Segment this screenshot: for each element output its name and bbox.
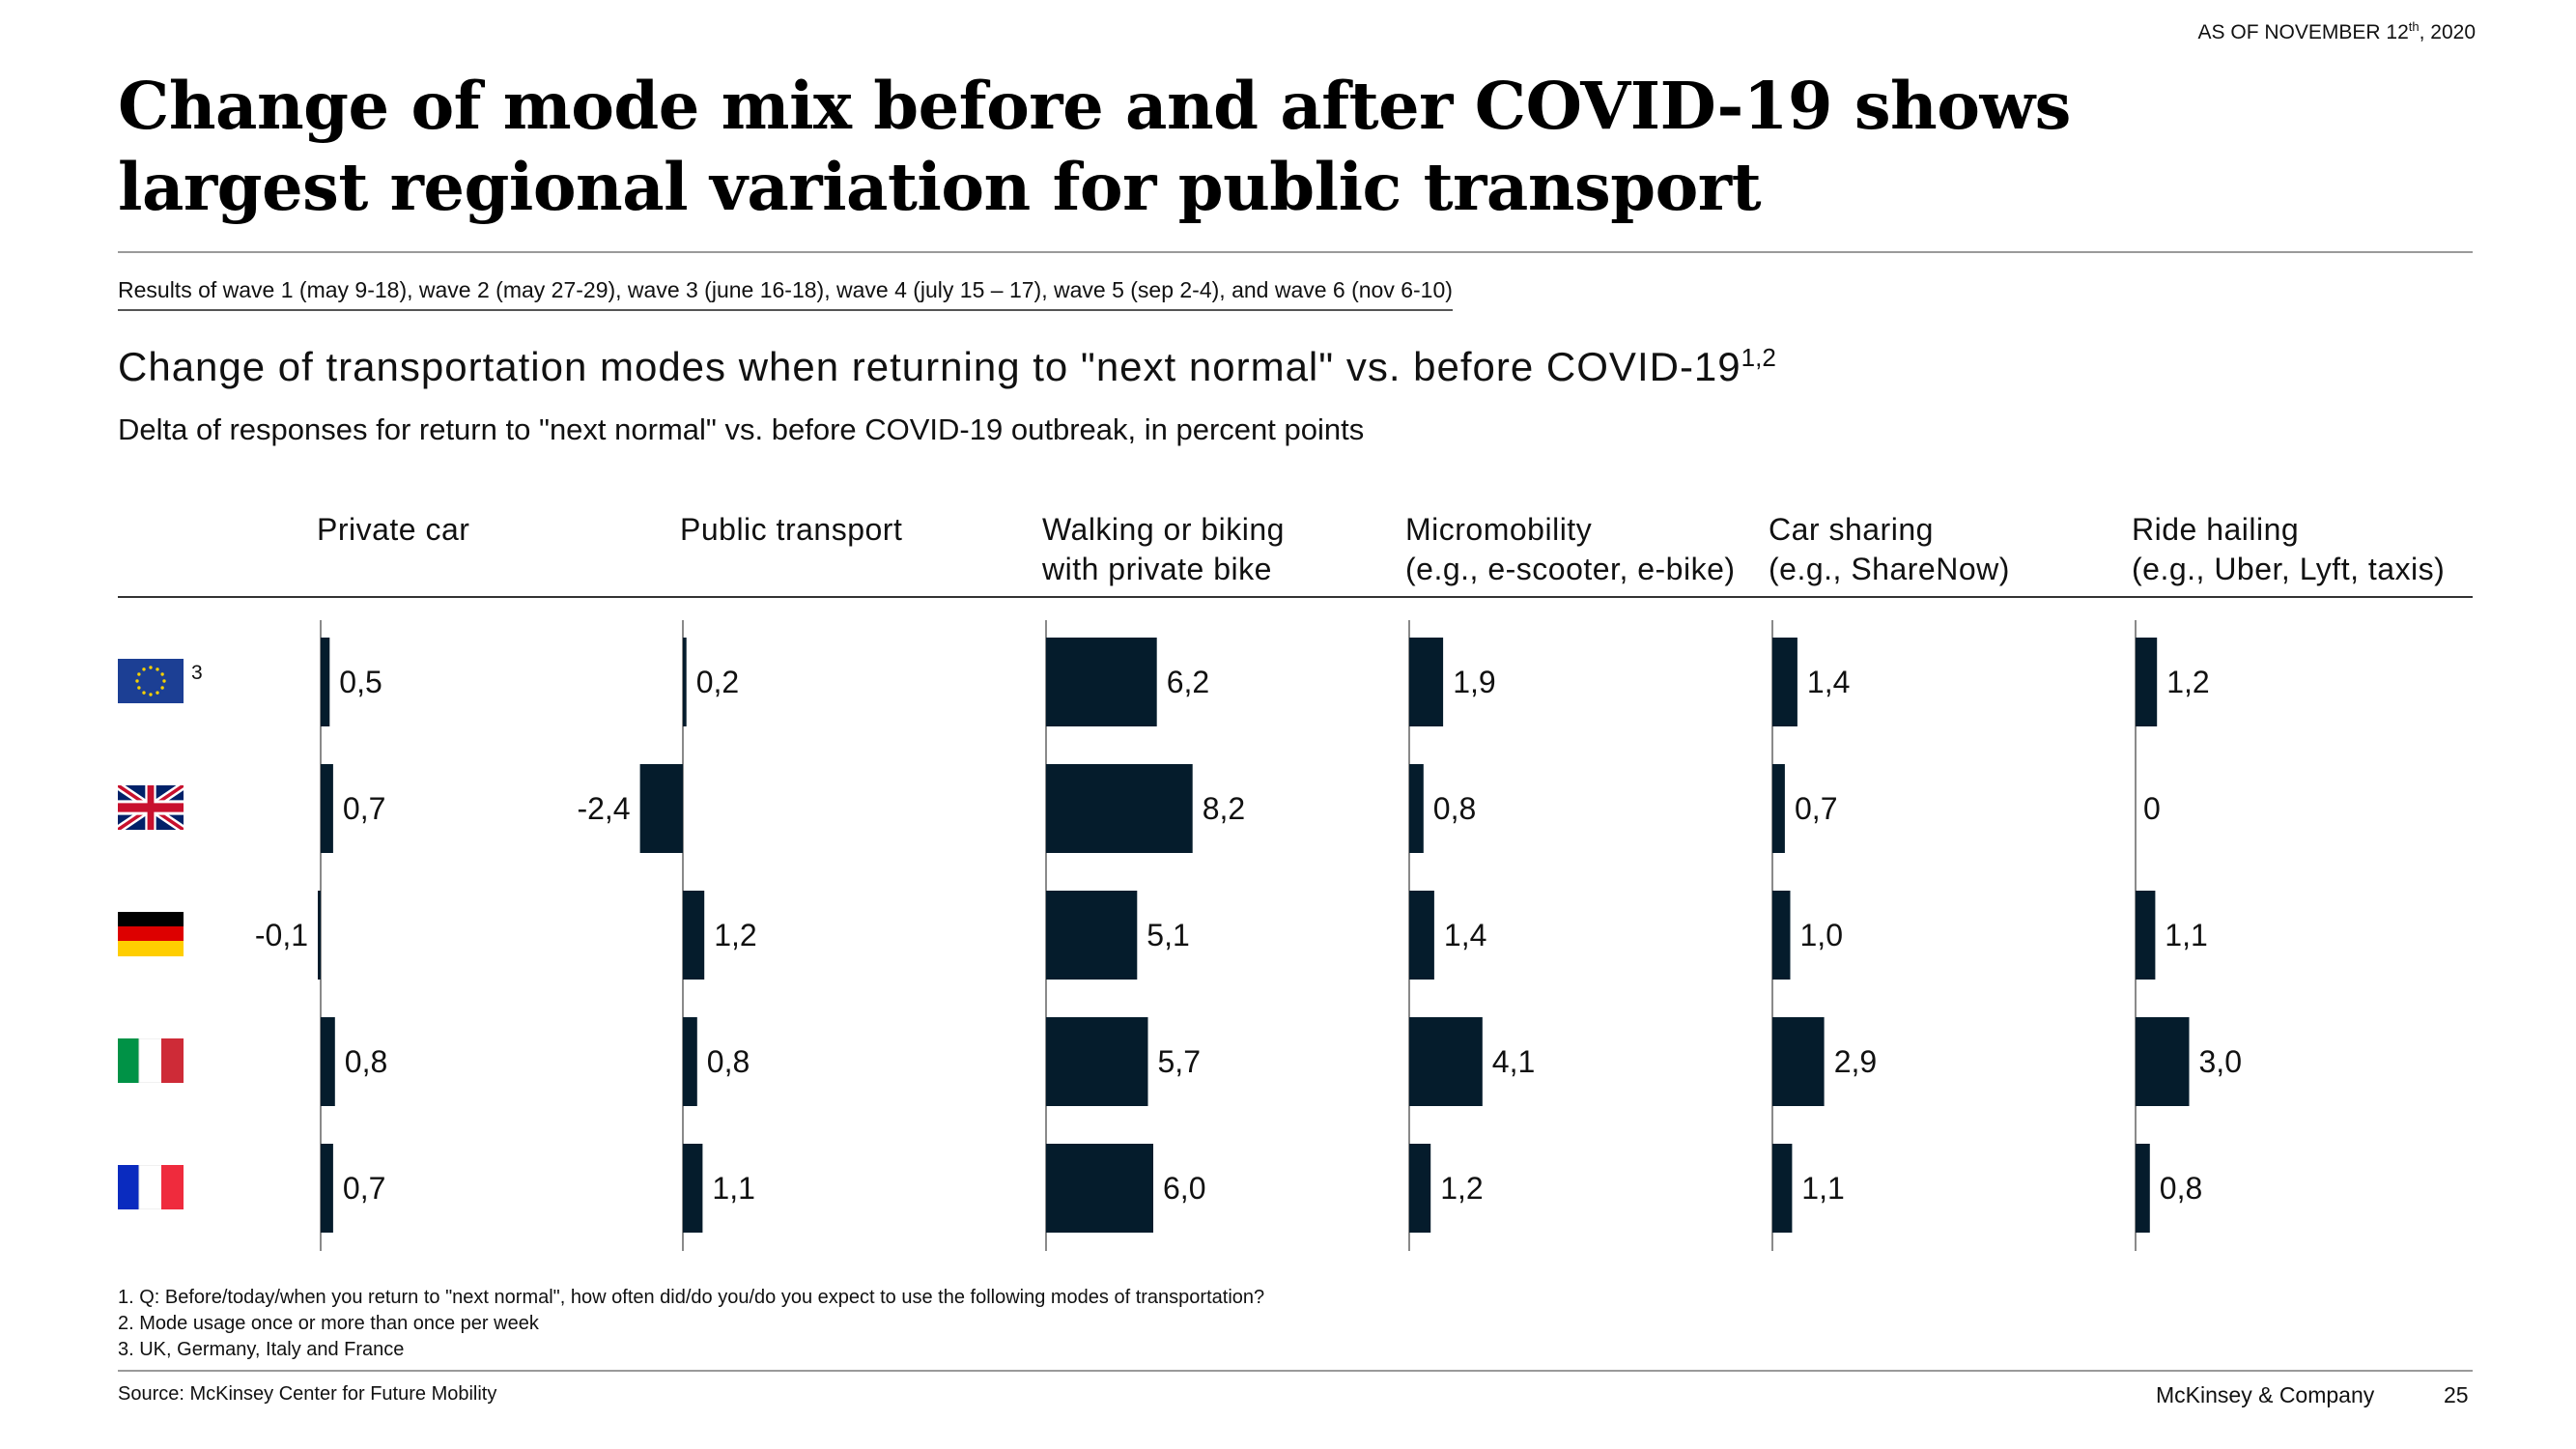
bar-eu-public-transport — [683, 638, 687, 726]
bar-germany-micromobility-e-g-e-scooter-e-bike — [1409, 891, 1434, 980]
bar-france-car-sharing-e-g-sharenow — [1772, 1144, 1793, 1233]
title-divider — [118, 251, 2473, 253]
bar-uk-public-transport — [639, 764, 683, 853]
bar-eu-ride-hailing-e-g-uber-lyft-taxis — [2136, 638, 2158, 726]
data-label: 1,4 — [1807, 665, 1850, 699]
column-header-ride-hailing: Ride hailing (e.g., Uber, Lyft, taxis) — [2132, 512, 2446, 586]
eu-star — [142, 668, 146, 671]
data-label: 3,0 — [2199, 1044, 2242, 1079]
chart-title: Change of transportation modes when retu… — [118, 343, 1776, 389]
data-label: 1,9 — [1453, 665, 1495, 699]
uk-flag-icon — [116, 781, 185, 835]
data-label: 1,1 — [712, 1171, 754, 1206]
data-label: 0,7 — [343, 1171, 385, 1206]
data-label: 0,7 — [1795, 791, 1837, 826]
footnote-3: 3. UK, Germany, Italy and France — [118, 1339, 405, 1360]
data-label: 6,0 — [1163, 1171, 1205, 1206]
eu-star — [160, 672, 164, 676]
column-header-micromobility: Micromobility (e.g., e-scooter, e-bike) — [1405, 512, 1736, 586]
bar-germany-ride-hailing-e-g-uber-lyft-taxis — [2136, 891, 2156, 980]
bar-germany-car-sharing-e-g-sharenow — [1772, 891, 1791, 980]
bar-eu-walking-or-biking-with-private-bike — [1046, 638, 1157, 726]
eu-star — [149, 693, 153, 696]
bar-germany-private-car — [318, 891, 321, 980]
eu-star — [137, 672, 141, 676]
bar-eu-car-sharing-e-g-sharenow — [1772, 638, 1798, 726]
data-label: 1,0 — [1800, 918, 1843, 952]
data-label: 1,2 — [714, 918, 756, 952]
bar-italy-public-transport — [683, 1017, 697, 1106]
eu-footnote-marker: 3 — [191, 662, 203, 684]
data-label: 0 — [2143, 791, 2161, 826]
waves-note: Results of wave 1 (may 9-18), wave 2 (ma… — [118, 277, 1453, 311]
column-header-walking-biking: Walking or biking with private bike — [1042, 512, 1285, 586]
data-label: 5,7 — [1158, 1044, 1201, 1079]
data-label: 4,1 — [1492, 1044, 1535, 1079]
bar-germany-public-transport — [683, 891, 705, 980]
footnote-2: 2. Mode usage once or more than once per… — [118, 1313, 539, 1334]
column-header-private-car: Private car — [317, 512, 470, 547]
as-of-date: AS OF NOVEMBER 12th, 2020 — [2197, 19, 2476, 43]
eu-star — [162, 679, 166, 683]
bar-uk-private-car — [321, 764, 333, 853]
footnotes: 1. Q: Before/today/when you return to "n… — [118, 1285, 1264, 1363]
bar-italy-car-sharing-e-g-sharenow — [1772, 1017, 1825, 1106]
chart-unit-line: Delta of responses for return to "next n… — [118, 412, 1365, 446]
bar-italy-private-car — [321, 1017, 335, 1106]
eu-star — [135, 679, 139, 683]
data-label: 0,5 — [339, 665, 382, 699]
data-label: 6,2 — [1167, 665, 1209, 699]
data-label: 0,2 — [696, 665, 739, 699]
bar-france-private-car — [321, 1144, 333, 1233]
eu-flag-icon — [118, 659, 184, 703]
header-divider — [118, 596, 2473, 598]
page-title: Change of mode mix before and after COVI… — [118, 68, 2071, 225]
data-label: 1,4 — [1444, 918, 1486, 952]
column-header-car-sharing: Car sharing (e.g., ShareNow) — [1769, 512, 2010, 586]
data-label: 2,9 — [1834, 1044, 1877, 1079]
bar-france-public-transport — [683, 1144, 703, 1233]
eu-star — [142, 691, 146, 695]
data-label: -0,1 — [255, 918, 308, 952]
data-label: 8,2 — [1203, 791, 1245, 826]
data-label: 0,8 — [345, 1044, 387, 1079]
bar-italy-micromobility-e-g-e-scooter-e-bike — [1409, 1017, 1483, 1106]
eu-star — [156, 668, 159, 671]
bar-uk-car-sharing-e-g-sharenow — [1772, 764, 1785, 853]
italy-flag-icon — [118, 1037, 184, 1084]
bar-eu-micromobility-e-g-e-scooter-e-bike — [1409, 638, 1444, 726]
eu-star — [137, 686, 141, 690]
data-label: -2,4 — [577, 791, 630, 826]
bar-france-micromobility-e-g-e-scooter-e-bike — [1409, 1144, 1431, 1233]
data-label: 0,8 — [1433, 791, 1476, 826]
bar-eu-private-car — [321, 638, 330, 726]
data-label: 1,2 — [2166, 665, 2209, 699]
data-label: 1,1 — [2165, 918, 2207, 952]
france-flag-icon — [118, 1164, 184, 1210]
bar-france-walking-or-biking-with-private-bike — [1046, 1144, 1153, 1233]
data-label: 0,7 — [343, 791, 385, 826]
bar-france-ride-hailing-e-g-uber-lyft-taxis — [2136, 1144, 2150, 1233]
brand-name: McKinsey & Company — [2156, 1382, 2375, 1407]
eu-star — [160, 686, 164, 690]
data-label: 1,1 — [1801, 1171, 1844, 1206]
footnote-1: 1. Q: Before/today/when you return to "n… — [118, 1287, 1265, 1308]
footer-divider — [118, 1370, 2473, 1372]
data-label: 1,2 — [1440, 1171, 1483, 1206]
bar-italy-ride-hailing-e-g-uber-lyft-taxis — [2136, 1017, 2190, 1106]
data-label: 0,8 — [707, 1044, 750, 1079]
eu-star — [156, 691, 159, 695]
bar-uk-micromobility-e-g-e-scooter-e-bike — [1409, 764, 1424, 853]
bar-italy-walking-or-biking-with-private-bike — [1046, 1017, 1148, 1106]
page-number: 25 — [2444, 1382, 2469, 1407]
data-label: 0,8 — [2160, 1171, 2202, 1206]
column-header-public-transport: Public transport — [680, 512, 903, 547]
bar-germany-walking-or-biking-with-private-bike — [1046, 891, 1138, 980]
eu-star — [149, 666, 153, 669]
data-label: 5,1 — [1146, 918, 1189, 952]
germany-flag-icon — [118, 912, 184, 956]
bar-uk-walking-or-biking-with-private-bike — [1046, 764, 1193, 853]
source-note: Source: McKinsey Center for Future Mobil… — [118, 1383, 497, 1405]
